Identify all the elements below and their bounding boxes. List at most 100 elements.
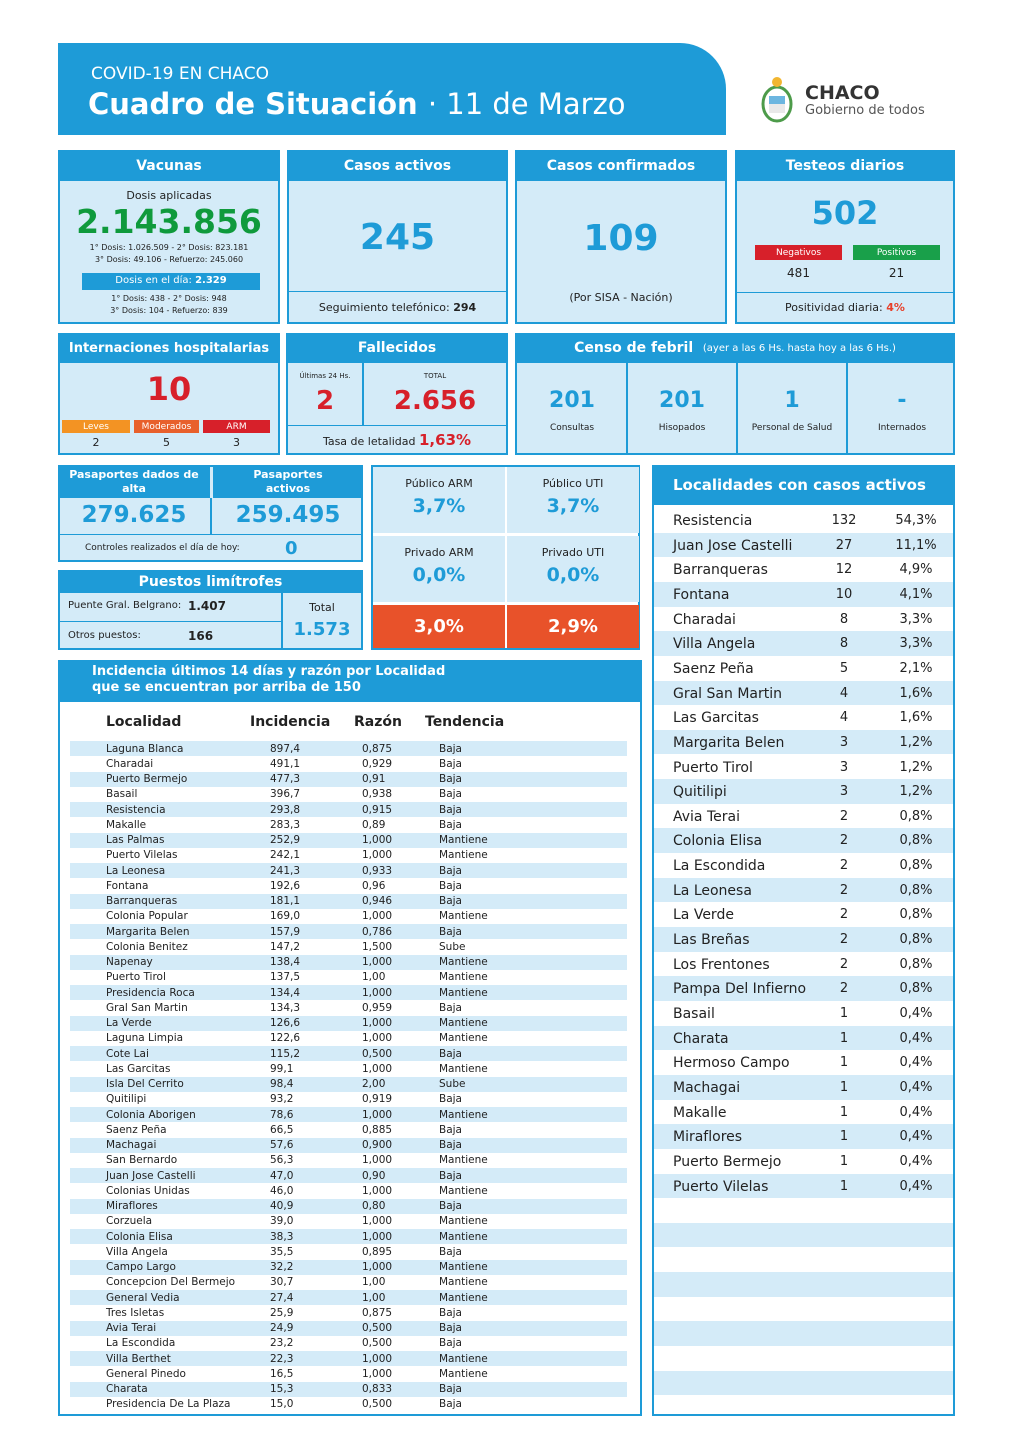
row-stripe xyxy=(654,581,953,607)
cell: 134,4 xyxy=(270,986,301,999)
card-header: Internaciones hospitalarias xyxy=(58,333,280,363)
row-stripe xyxy=(70,1168,627,1184)
cell: 181,1 xyxy=(270,895,301,907)
row-stripe xyxy=(70,924,627,940)
row-stripe xyxy=(70,741,627,757)
row-stripe xyxy=(70,1076,627,1092)
cell: 38,3 xyxy=(270,1230,294,1243)
cell: Mantiene xyxy=(439,849,488,862)
cell: 30,7 xyxy=(270,1276,294,1289)
row-stripe xyxy=(70,1046,627,1062)
cell: Colonia Elisa xyxy=(106,1230,173,1243)
cell: Mantiene xyxy=(439,1276,488,1289)
day-bar: Dosis en el día: 2.329 xyxy=(82,273,260,290)
cell: Mantiene xyxy=(439,1032,488,1045)
cell: 46,0 xyxy=(270,1184,294,1197)
cell: Baja xyxy=(439,1306,462,1319)
cell: Mantiene xyxy=(439,834,488,846)
ocupacion-cell xyxy=(507,467,639,533)
cell: Sube xyxy=(439,940,466,953)
title: Censo de febril xyxy=(574,340,694,356)
loc-pct: 3,3% xyxy=(899,611,933,627)
cell: Baja xyxy=(439,1047,462,1060)
cell: 137,5 xyxy=(270,971,301,984)
loc-count: 12 xyxy=(835,562,853,578)
cell: 1,000 xyxy=(362,1367,393,1380)
neg-badge: Negativos xyxy=(755,245,842,260)
cell: Mantiene xyxy=(439,1230,488,1243)
loc-pct: 0,4% xyxy=(899,1153,933,1169)
cell: 56,3 xyxy=(270,1154,294,1167)
cell: 1,000 xyxy=(362,956,393,968)
cell: Corzuela xyxy=(106,1215,153,1228)
logo-tagline: Gobierno de todos xyxy=(805,103,925,118)
loc-pct: 1,2% xyxy=(899,784,933,800)
cell: Mantiene xyxy=(439,971,488,984)
cell: 1,000 xyxy=(362,834,393,846)
loc-name: La Verde xyxy=(673,907,734,924)
cell: Baja xyxy=(439,1139,462,1151)
cell: 15,3 xyxy=(270,1383,294,1395)
cell: 1,000 xyxy=(362,1017,393,1029)
cell: Juan Jose Castelli xyxy=(106,1169,196,1182)
card-header: Censo de febril (ayer a las 6 Hs. hasta … xyxy=(515,333,955,363)
ocupacion-label: Privado ARM xyxy=(404,546,474,559)
cell: 0,89 xyxy=(362,818,386,831)
loc-name: Avia Terai xyxy=(673,808,740,825)
cell: Colonia Aborigen xyxy=(106,1108,196,1121)
cell: 169,0 xyxy=(270,910,301,923)
loc-pct: 0,4% xyxy=(899,1030,933,1046)
loc-pct: 54,3% xyxy=(895,513,937,528)
cell: 0,90 xyxy=(362,1169,386,1182)
value: 502 xyxy=(811,194,879,232)
loc-count: 1 xyxy=(839,1079,849,1095)
label: Seguimiento telefónico: xyxy=(318,301,450,314)
loc-pct: 1,2% xyxy=(899,759,933,775)
card-header: Casos confirmados xyxy=(515,150,727,181)
loc-name: Puerto Vilelas xyxy=(673,1178,769,1195)
row-stripe xyxy=(654,976,953,1001)
loc-name: Puerto Tirol xyxy=(673,759,753,776)
loc-count: 2 xyxy=(839,882,849,898)
cell: La Leonesa xyxy=(106,864,166,877)
level-badge: ARM xyxy=(203,420,270,433)
loc-pct: 1,6% xyxy=(899,685,933,701)
puesto-value: 166 xyxy=(188,629,214,643)
cell: Laguna Blanca xyxy=(106,742,184,755)
cell: Mantiene xyxy=(439,1261,488,1273)
cell: 241,3 xyxy=(270,864,301,877)
value: 259.495 xyxy=(235,502,341,528)
cell: 1,000 xyxy=(362,1184,393,1197)
loc-name: Miraflores xyxy=(673,1129,743,1146)
cell: 0,959 xyxy=(362,1001,393,1014)
cell: 122,6 xyxy=(270,1032,301,1045)
loc-pct: 0,8% xyxy=(899,956,933,972)
value: 245 xyxy=(359,217,436,258)
row-stripe xyxy=(654,729,953,755)
cell: 0,96 xyxy=(362,879,386,892)
cell: Concepcion Del Bermejo xyxy=(106,1276,236,1289)
row-stripe xyxy=(654,1370,953,1396)
loc-pct: 0,8% xyxy=(899,981,933,997)
censo-value: 201 xyxy=(659,388,705,413)
card-header: Pasaportes activos xyxy=(213,465,363,498)
value: 1.573 xyxy=(293,619,351,640)
level-value: 2 xyxy=(92,436,100,449)
card-header xyxy=(58,660,642,702)
cell: Charadai xyxy=(106,757,154,770)
card-header: Fallecidos xyxy=(286,333,508,363)
cell: 15,0 xyxy=(270,1398,294,1411)
cell: 0,833 xyxy=(362,1383,393,1395)
cell: Machagai xyxy=(106,1139,157,1151)
loc-name: Fontana xyxy=(673,586,730,603)
puesto-label: Otros puestos: xyxy=(68,630,141,641)
row-stripe xyxy=(70,771,627,787)
loc-name: Los Frentones xyxy=(673,956,770,973)
cell: 40,9 xyxy=(270,1200,294,1212)
censo-label: Consultas xyxy=(549,423,595,433)
value: 279.625 xyxy=(81,502,187,528)
cell: Mantiene xyxy=(439,1017,488,1029)
cell: Sube xyxy=(439,1078,466,1090)
cell: Margarita Belen xyxy=(106,925,190,938)
row-stripe xyxy=(70,1381,627,1397)
